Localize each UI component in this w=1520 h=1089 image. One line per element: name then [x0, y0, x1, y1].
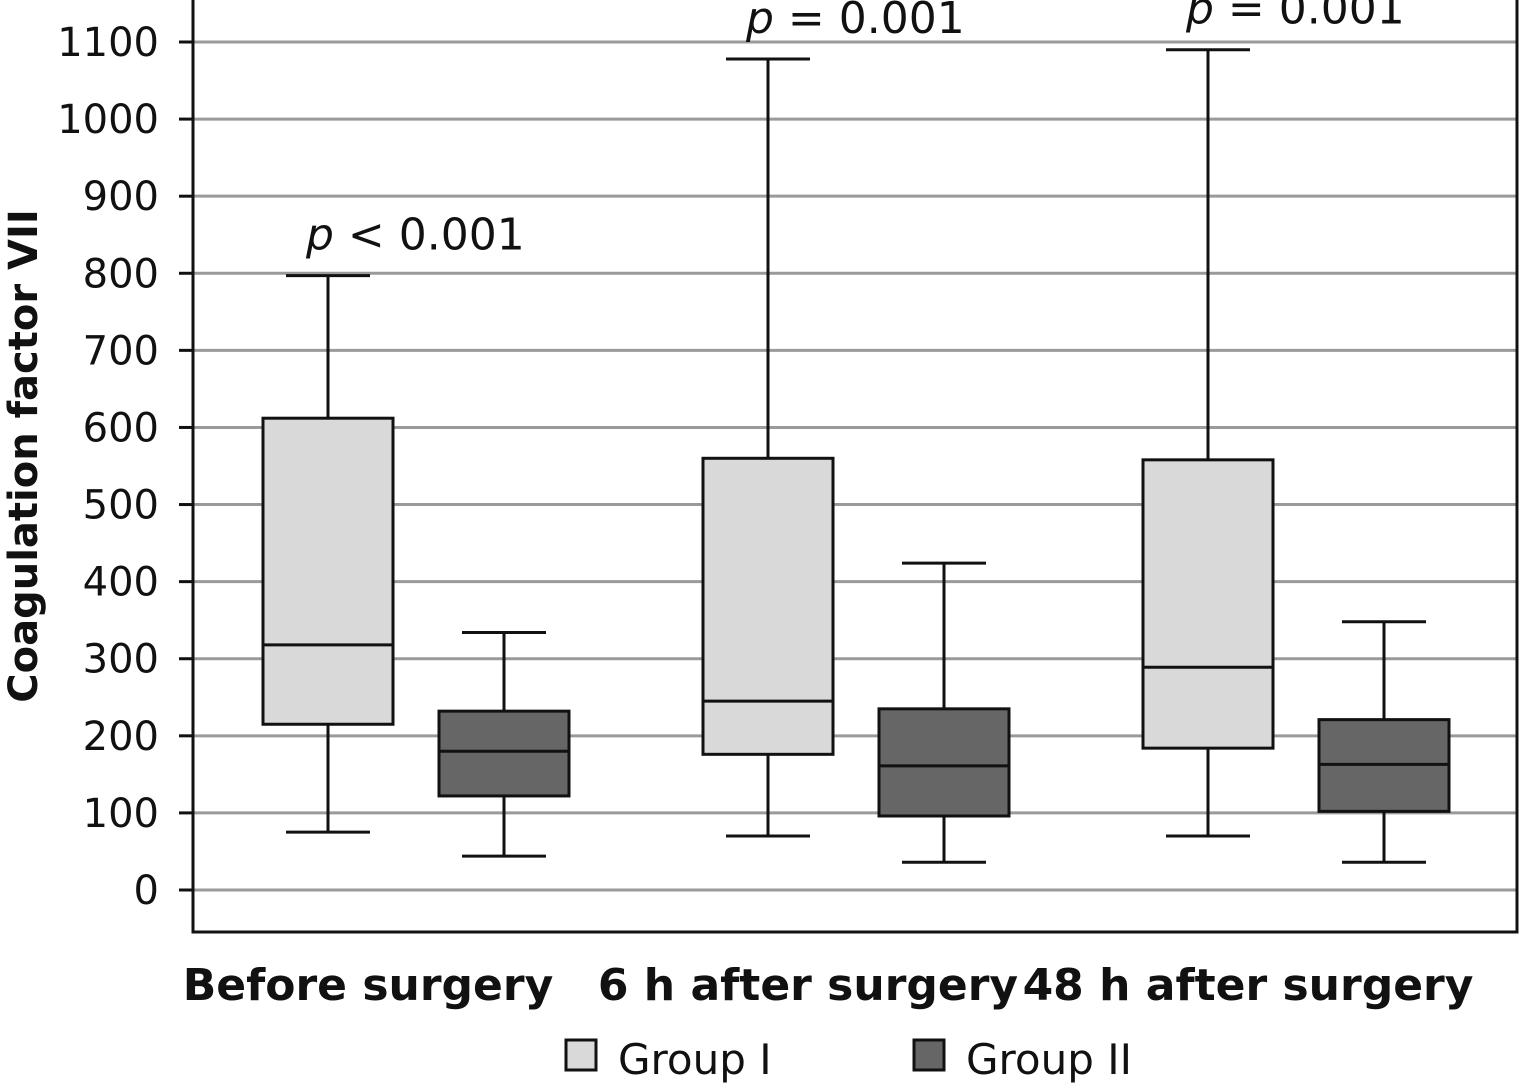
legend-swatch-1 — [564, 1038, 598, 1072]
boxes — [261, 48, 1451, 864]
y-tick-label-300: 300 — [83, 637, 159, 683]
y-tick-label-1100: 1100 — [57, 20, 159, 66]
box-2-3 — [1317, 620, 1451, 864]
p-value-annotations: p < 0.001 p = 0.001 p = 0.001 — [305, 0, 1405, 261]
y-axis-label: Coagulation factor VII — [1, 209, 47, 702]
box-iqr — [437, 709, 571, 798]
box-iqr — [261, 416, 395, 726]
y-tick-label-100: 100 — [83, 791, 159, 837]
box-1-1 — [261, 274, 395, 834]
box-1-2 — [701, 57, 835, 838]
legend-swatch-2 — [912, 1038, 946, 1072]
legend-label-1: Group I — [618, 1035, 772, 1084]
y-tick-label-400: 400 — [83, 560, 159, 606]
box-iqr — [1141, 458, 1275, 750]
y-tick-label-900: 900 — [83, 174, 159, 220]
p-value-label-1: p < 0.001 — [305, 210, 525, 261]
legend: Group I Group II — [564, 1035, 1132, 1084]
box-1-3 — [1141, 48, 1275, 838]
y-tick-labels: 0 100 200 300 400 500 600 700 800 900 1000 1100 — [57, 20, 193, 914]
y-tick-label-200: 200 — [83, 714, 159, 760]
y-tick-label-1000: 1000 — [57, 97, 159, 143]
y-tick-label-500: 500 — [83, 483, 159, 529]
y-tick-label-700: 700 — [83, 328, 159, 374]
box-2-2 — [877, 561, 1011, 864]
category-label-3: 48 h after surgery — [1023, 960, 1474, 1011]
box-2-1 — [437, 631, 571, 858]
y-tick-label-600: 600 — [83, 405, 159, 451]
box-iqr — [701, 456, 835, 756]
y-tick-label-0: 0 — [134, 868, 159, 914]
y-tick-label-800: 800 — [83, 251, 159, 297]
category-label-2: 6 h after surgery — [598, 960, 1018, 1011]
grid-lines — [193, 40, 1517, 892]
legend-label-2: Group II — [966, 1035, 1132, 1084]
p-value-label-3: p = 0.001 — [1185, 0, 1405, 35]
category-label-1: Before surgery — [183, 960, 554, 1011]
category-labels: Before surgery 6 h after surgery 48 h afte… — [183, 960, 1474, 1011]
box-iqr — [877, 707, 1011, 818]
p-value-label-2: p = 0.001 — [745, 0, 965, 44]
plot-area-frame — [191, 0, 1519, 934]
